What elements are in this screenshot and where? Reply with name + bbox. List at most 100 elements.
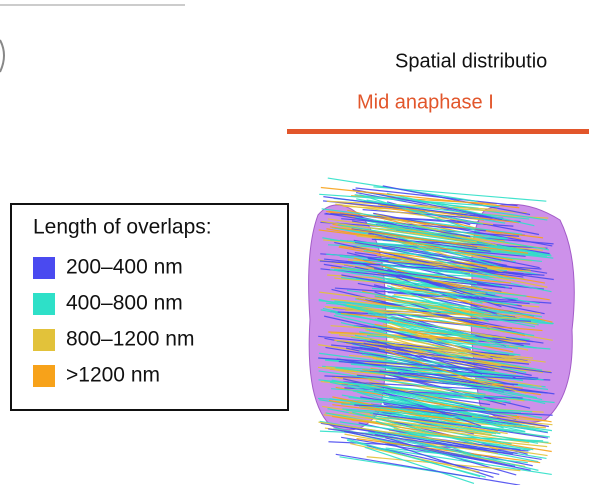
- microtubule: [341, 218, 486, 232]
- spindle: [308, 177, 575, 485]
- microtubule: [359, 194, 480, 233]
- microtubule: [382, 402, 472, 418]
- microtubule: [341, 274, 522, 307]
- microtubule: [379, 447, 552, 476]
- microtubule: [394, 248, 503, 278]
- microtubule: [335, 453, 521, 485]
- legend: Length of overlaps: 200–400 nm 400–800 nm…: [10, 203, 289, 411]
- microtubule: [343, 430, 516, 467]
- legend-label: 800–1200 nm: [66, 328, 194, 351]
- microtubule: [324, 380, 555, 404]
- microtubule: [331, 344, 530, 365]
- microtubule: [324, 337, 489, 370]
- microtubule: [390, 287, 489, 322]
- microtubule: [347, 384, 489, 412]
- microtubule: [364, 446, 475, 484]
- microtubule: [326, 306, 484, 321]
- microtubule: [320, 422, 542, 461]
- microtubule: [367, 312, 510, 347]
- microtubule: [386, 343, 529, 364]
- microtubule: [391, 413, 550, 438]
- microtubule: [323, 196, 493, 219]
- legend-swatch: [33, 329, 55, 351]
- microtubule: [334, 339, 534, 359]
- microtubule: [396, 391, 511, 403]
- microtubule: [352, 188, 491, 218]
- microtubule: [331, 261, 545, 276]
- microtubule: [386, 335, 532, 364]
- microtubule: [320, 186, 520, 209]
- microtubule: [342, 378, 486, 410]
- microtubule: [350, 229, 495, 252]
- microtubule: [321, 220, 477, 243]
- microtubule: [359, 350, 544, 381]
- microtubule: [372, 287, 518, 300]
- legend-swatch: [33, 365, 55, 387]
- subtitle: Mid anaphase I: [357, 91, 494, 113]
- microtubule: [321, 208, 523, 235]
- microtubule: [342, 408, 500, 421]
- stage-bar: [287, 129, 589, 134]
- legend-swatch: [33, 293, 55, 315]
- microtubule: [354, 404, 553, 416]
- microtubule: [318, 370, 486, 395]
- microtubule: [318, 357, 495, 371]
- legend-title: Length of overlaps:: [33, 216, 212, 239]
- microtubule: [391, 283, 553, 323]
- microtubule: [386, 236, 491, 252]
- panel-bracket: [0, 39, 5, 73]
- microtubule: [372, 415, 501, 435]
- microtubule: [386, 192, 535, 227]
- microtubule: [326, 228, 513, 261]
- microtubule: [354, 241, 548, 274]
- microtubule: [346, 289, 543, 318]
- microtubule: [339, 255, 483, 275]
- microtubule: [338, 334, 546, 363]
- microtubule: [382, 247, 488, 269]
- microtubule: [382, 185, 531, 216]
- microtubule: [382, 395, 530, 427]
- microtubule: [326, 200, 498, 210]
- microtubule: [356, 438, 541, 464]
- microtubule: [374, 430, 549, 443]
- microtubule: [318, 421, 548, 457]
- microtubule: [319, 291, 536, 320]
- microtubules: [317, 177, 555, 485]
- microtubule: [323, 414, 530, 444]
- microtubule: [335, 386, 552, 423]
- microtubule: [383, 255, 548, 288]
- microtubule: [329, 226, 529, 254]
- microtubule: [350, 363, 495, 377]
- title: Spatial distributio: [395, 50, 547, 72]
- microtubule: [337, 224, 528, 256]
- microtubule: [376, 214, 498, 246]
- microtubule: [351, 347, 552, 374]
- microtubule: [317, 259, 522, 297]
- microtubule: [380, 264, 490, 278]
- microtubule: [338, 360, 539, 379]
- microtubule: [374, 295, 536, 328]
- legend-label: 200–400 nm: [66, 256, 183, 279]
- microtubule: [375, 420, 477, 457]
- microtubule: [397, 371, 555, 395]
- microtubule: [331, 379, 543, 419]
- microtubule: [328, 428, 514, 455]
- microtubule: [344, 305, 479, 342]
- microtubule: [360, 370, 551, 381]
- microtubule: [397, 290, 518, 306]
- legend-label: 400–800 nm: [66, 292, 183, 315]
- microtubule: [325, 212, 471, 238]
- legend-swatch: [33, 257, 55, 279]
- microtubule: [331, 415, 552, 453]
- microtubule: [368, 268, 477, 285]
- microtubule: [374, 323, 514, 353]
- microtubule: [318, 298, 476, 337]
- microtubule: [328, 210, 544, 239]
- microtubule: [346, 438, 481, 478]
- microtubule: [324, 412, 497, 435]
- microtubule: [346, 409, 501, 426]
- microtubule: [335, 367, 505, 389]
- microtubule: [395, 235, 503, 269]
- microtubule: [356, 374, 548, 394]
